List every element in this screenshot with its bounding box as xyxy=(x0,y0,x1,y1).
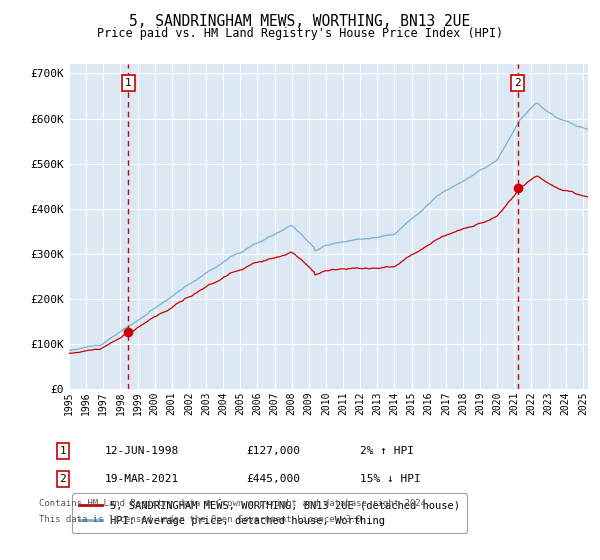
Text: Contains HM Land Registry data © Crown copyright and database right 2024.: Contains HM Land Registry data © Crown c… xyxy=(39,500,431,508)
Text: 2: 2 xyxy=(515,78,521,88)
Text: £127,000: £127,000 xyxy=(246,446,300,456)
Text: 2% ↑ HPI: 2% ↑ HPI xyxy=(360,446,414,456)
Text: 1: 1 xyxy=(125,78,131,88)
Text: 15% ↓ HPI: 15% ↓ HPI xyxy=(360,474,421,484)
Text: Price paid vs. HM Land Registry's House Price Index (HPI): Price paid vs. HM Land Registry's House … xyxy=(97,27,503,40)
Text: 2: 2 xyxy=(59,474,67,484)
Text: 19-MAR-2021: 19-MAR-2021 xyxy=(105,474,179,484)
Text: This data is licensed under the Open Government Licence v3.0.: This data is licensed under the Open Gov… xyxy=(39,515,367,524)
Text: £445,000: £445,000 xyxy=(246,474,300,484)
Text: 5, SANDRINGHAM MEWS, WORTHING, BN13 2UE: 5, SANDRINGHAM MEWS, WORTHING, BN13 2UE xyxy=(130,14,470,29)
Text: 12-JUN-1998: 12-JUN-1998 xyxy=(105,446,179,456)
Text: 1: 1 xyxy=(59,446,67,456)
Legend: 5, SANDRINGHAM MEWS, WORTHING, BN13 2UE (detached house), HPI: Average price, de: 5, SANDRINGHAM MEWS, WORTHING, BN13 2UE … xyxy=(71,493,467,533)
